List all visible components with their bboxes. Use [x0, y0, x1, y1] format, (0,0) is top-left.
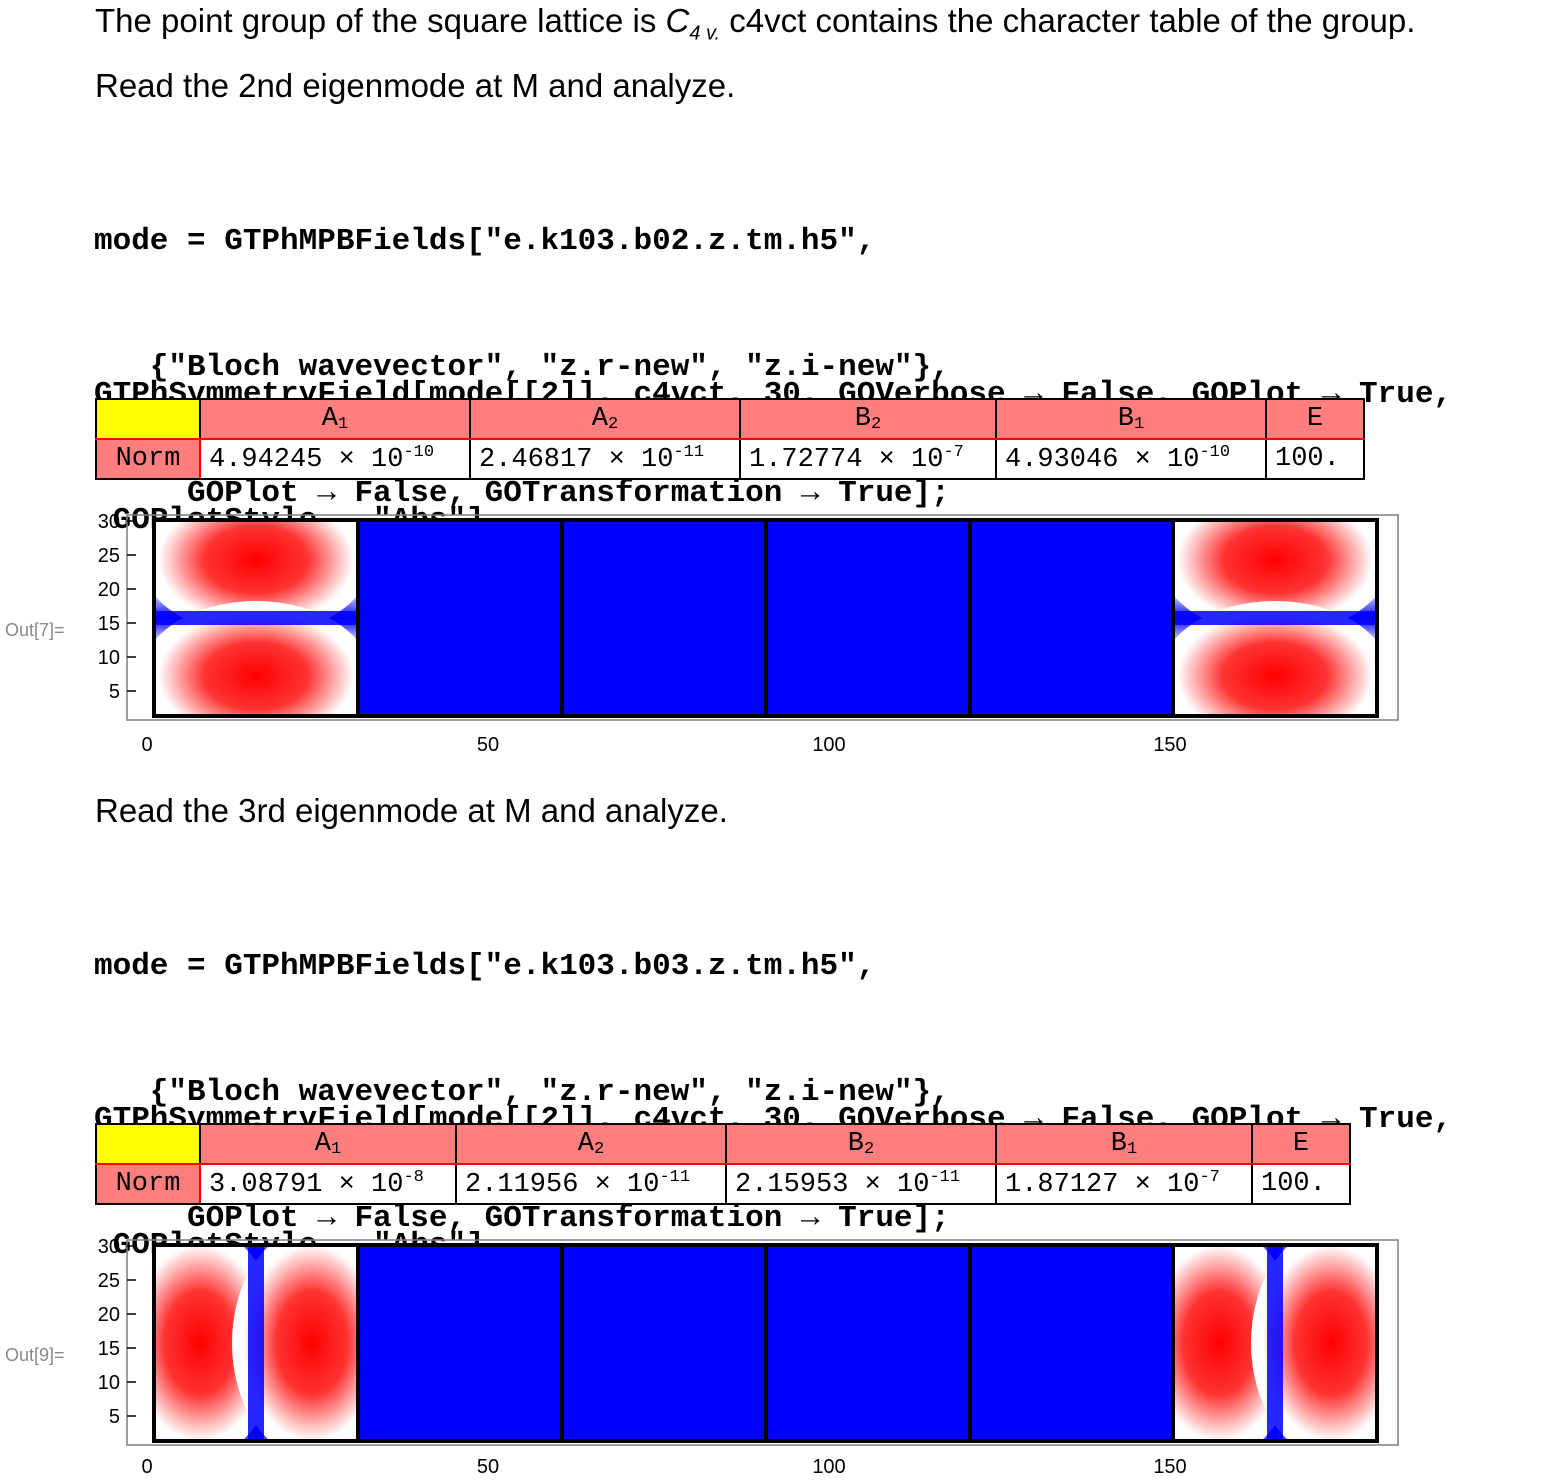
panel-B1	[766, 520, 970, 716]
header-cell: E	[1251, 1123, 1351, 1165]
intro-text-a: The point group of the square lattice is	[95, 2, 666, 39]
plot-frame	[126, 1239, 1399, 1446]
plot-frame	[126, 514, 1399, 721]
panel-A2	[358, 520, 562, 716]
value-cell: 2.15953 × 10-11	[725, 1163, 997, 1205]
out-label: Out[9]=	[5, 1345, 65, 1365]
group-symbol: C	[665, 2, 690, 39]
header-cell: B1	[995, 1123, 1253, 1165]
symmetry-field-plot-mode2: 30 25 20 15 10 5 0 50 100 150	[98, 511, 1399, 756]
x-tick-label: 0	[141, 734, 152, 756]
code-line: {"Bloch wavevector", "z.r-new", "z.i-new…	[94, 1075, 950, 1110]
x-tick-label: 150	[1153, 734, 1186, 756]
y-tick-label: 25	[98, 545, 120, 567]
section2-code-cell-1[interactable]: mode = GTPhMPBFields["e.k103.b02.z.tm.h5…	[94, 137, 950, 557]
norm-table-mode2: A1 A2 B2 B1 E Norm 4.94245 × 10-10 2.468…	[95, 398, 1365, 480]
header-cell: A1	[199, 1123, 457, 1165]
x-tick-label: 150	[1153, 1456, 1186, 1478]
value-cell: 100.	[1251, 1163, 1351, 1205]
code-line: GOPlot → False, GOTransformation → True]…	[94, 1201, 950, 1236]
y-tick-label: 10	[98, 1372, 120, 1394]
panel-A2	[358, 1245, 562, 1441]
panel-B1	[766, 1245, 970, 1441]
panel-E1	[970, 520, 1173, 716]
y-tick-label: 10	[98, 647, 120, 669]
panel-E2	[1173, 1245, 1377, 1441]
row-label: Norm	[95, 438, 201, 480]
table-corner	[95, 398, 201, 440]
y-tick-label: 25	[98, 1270, 120, 1292]
header-cell: E	[1265, 398, 1365, 440]
panel-A1	[154, 520, 358, 716]
symmetry-field-plot-mode3: 30 25 20 15 10 5 0 50 100 150	[98, 1236, 1399, 1478]
section3-code-cell-1[interactable]: mode = GTPhMPBFields["e.k103.b03.z.tm.h5…	[94, 862, 950, 1282]
panel-B2	[562, 520, 766, 716]
code-line: mode = GTPhMPBFields["e.k103.b02.z.tm.h5…	[94, 224, 876, 259]
code-line: {"Bloch wavevector", "z.r-new", "z.i-new…	[94, 350, 950, 385]
header-cell: A1	[199, 398, 471, 440]
header-cell: B2	[739, 398, 997, 440]
code-line: mode = GTPhMPBFields["e.k103.b03.z.tm.h5…	[94, 949, 876, 984]
value-cell: 4.94245 × 10-10	[199, 438, 471, 480]
code-line: GOPlot → False, GOTransformation → True]…	[94, 476, 950, 511]
panel-A1	[154, 1245, 358, 1441]
header-cell: B2	[725, 1123, 997, 1165]
x-tick-label: 0	[141, 1456, 152, 1478]
panel-E1	[970, 1245, 1173, 1441]
y-tick-label: 20	[98, 1304, 120, 1326]
section3-heading: Read the 3rd eigenmode at M and analyze.	[95, 792, 728, 829]
x-tick-label: 50	[477, 734, 499, 756]
y-tick-label: 30	[98, 1236, 120, 1258]
group-subscript: 4 v.	[689, 22, 721, 45]
value-cell: 2.46817 × 10-11	[469, 438, 741, 480]
x-tick-label: 50	[477, 1456, 499, 1478]
norm-table-mode3: A1 A2 B2 B1 E Norm 3.08791 × 10-8 2.1195…	[95, 1123, 1351, 1205]
value-cell: 1.72774 × 10-7	[739, 438, 997, 480]
header-cell: A2	[469, 398, 741, 440]
intro-text: The point group of the square lattice is…	[95, 2, 1415, 46]
value-cell: 4.93046 × 10-10	[995, 438, 1267, 480]
intro-text-b: c4vct contains the character table of th…	[720, 2, 1416, 39]
value-cell: 3.08791 × 10-8	[199, 1163, 457, 1205]
y-tick-label: 5	[109, 681, 120, 703]
y-tick-label: 15	[98, 613, 120, 635]
header-cell: B1	[995, 398, 1267, 440]
x-tick-label: 100	[812, 1456, 845, 1478]
y-tick-label: 5	[109, 1406, 120, 1428]
row-label: Norm	[95, 1163, 201, 1205]
value-cell: 2.11956 × 10-11	[455, 1163, 727, 1205]
value-cell: 100.	[1265, 438, 1365, 480]
value-cell: 1.87127 × 10-7	[995, 1163, 1253, 1205]
table-corner	[95, 1123, 201, 1165]
section2-heading: Read the 2nd eigenmode at M and analyze.	[95, 67, 736, 104]
y-tick-label: 30	[98, 511, 120, 533]
x-tick-label: 100	[812, 734, 845, 756]
panel-E2	[1173, 520, 1377, 716]
y-tick-label: 15	[98, 1338, 120, 1360]
header-cell: A2	[455, 1123, 727, 1165]
y-tick-label: 20	[98, 579, 120, 601]
out-label: Out[7]=	[5, 620, 65, 640]
panel-B2	[562, 1245, 766, 1441]
